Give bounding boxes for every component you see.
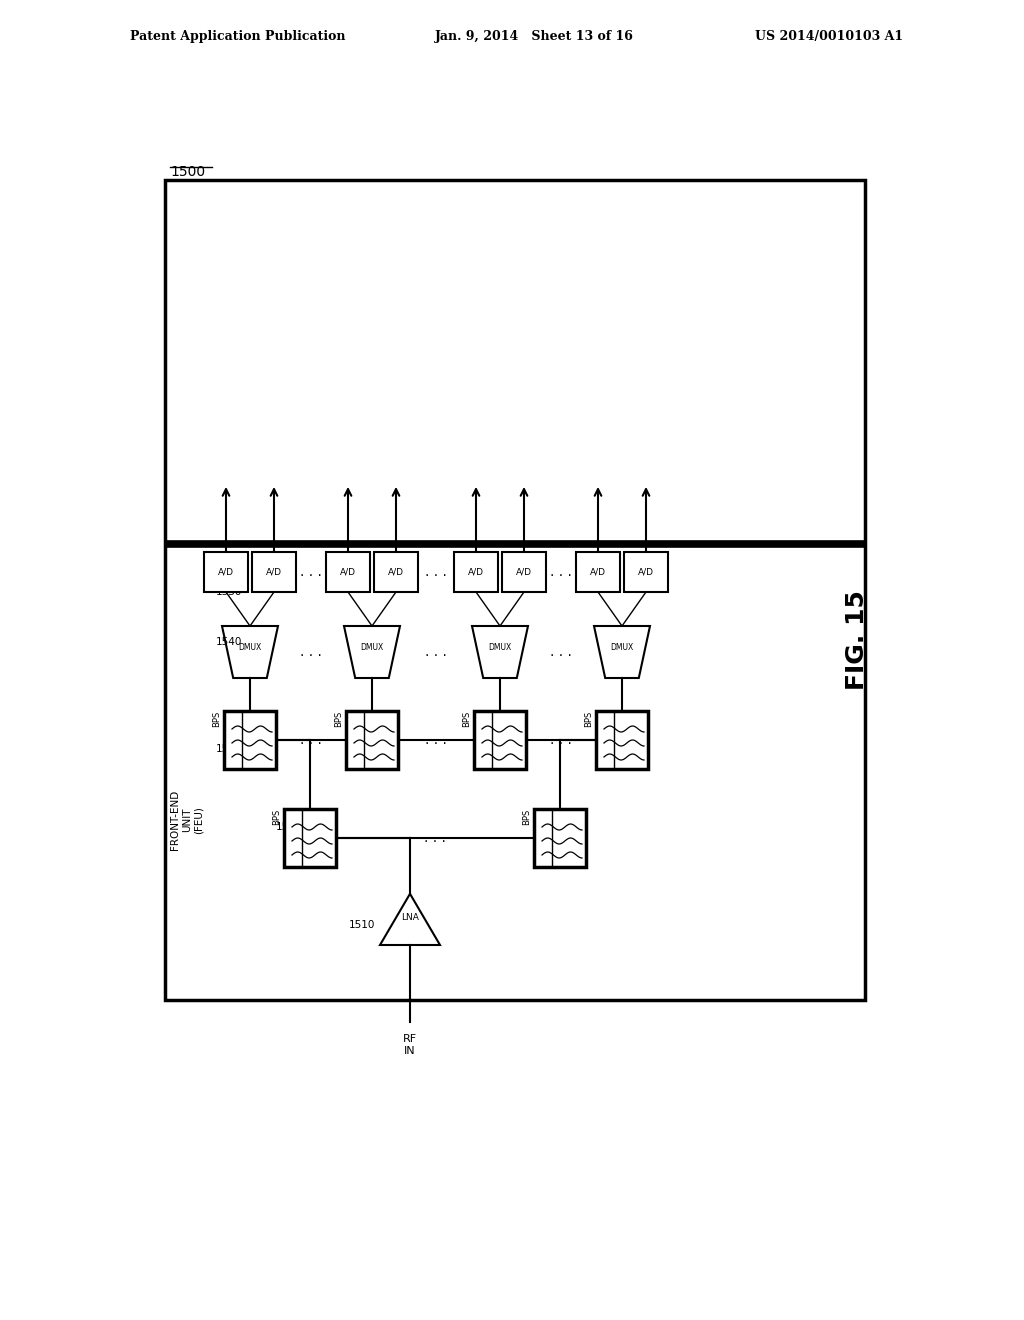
Bar <box>502 552 546 591</box>
Text: A/D: A/D <box>218 568 234 577</box>
Bar <box>326 552 370 591</box>
Text: . . .: . . . <box>550 733 572 747</box>
Text: DMUX: DMUX <box>610 643 634 652</box>
Text: BPS: BPS <box>584 711 593 727</box>
Bar <box>374 552 418 591</box>
Bar <box>474 711 526 770</box>
Text: . . .: . . . <box>300 565 322 579</box>
Text: FIG. 15: FIG. 15 <box>845 590 869 690</box>
Text: A/D: A/D <box>638 568 654 577</box>
Text: DMUX: DMUX <box>360 643 384 652</box>
Bar <box>596 711 648 770</box>
Text: . . .: . . . <box>425 565 446 579</box>
Text: A/D: A/D <box>388 568 404 577</box>
Text: . . .: . . . <box>300 733 322 747</box>
Text: A/D: A/D <box>590 568 606 577</box>
Text: RF
IN: RF IN <box>402 1034 417 1056</box>
Bar <box>534 809 586 867</box>
Bar <box>224 711 276 770</box>
Text: . . .: . . . <box>425 733 446 747</box>
Text: A/D: A/D <box>516 568 532 577</box>
Text: A/D: A/D <box>340 568 356 577</box>
Text: BPS: BPS <box>462 711 471 727</box>
Text: . . .: . . . <box>424 832 445 845</box>
Bar <box>165 180 865 1001</box>
Text: Jan. 9, 2014   Sheet 13 of 16: Jan. 9, 2014 Sheet 13 of 16 <box>435 30 634 44</box>
Text: DMUX: DMUX <box>239 643 261 652</box>
Bar <box>624 552 668 591</box>
Text: BPS: BPS <box>272 809 281 825</box>
Text: A/D: A/D <box>266 568 282 577</box>
Bar <box>204 552 248 591</box>
Bar <box>454 552 498 591</box>
Text: 1510: 1510 <box>348 920 375 931</box>
Text: BPS: BPS <box>212 711 221 727</box>
Text: US 2014/0010103 A1: US 2014/0010103 A1 <box>755 30 903 44</box>
Text: Patent Application Publication: Patent Application Publication <box>130 30 345 44</box>
Text: DMUX: DMUX <box>488 643 512 652</box>
Text: . . .: . . . <box>550 565 572 579</box>
Text: A/D: A/D <box>468 568 484 577</box>
Text: 1540: 1540 <box>216 638 242 647</box>
Text: FRONT-END
UNIT
(FEU): FRONT-END UNIT (FEU) <box>170 789 204 850</box>
Bar <box>575 552 620 591</box>
Bar <box>284 809 336 867</box>
Text: 1530: 1530 <box>216 744 242 754</box>
Text: . . .: . . . <box>425 645 446 659</box>
Bar <box>252 552 296 591</box>
Text: 1500: 1500 <box>170 165 205 180</box>
Text: 1520: 1520 <box>275 822 302 832</box>
Bar <box>346 711 398 770</box>
Text: . . .: . . . <box>300 645 322 659</box>
Text: BPS: BPS <box>334 711 343 727</box>
Text: . . .: . . . <box>550 645 572 659</box>
Text: LNA: LNA <box>401 912 419 921</box>
Text: BPS: BPS <box>522 809 531 825</box>
Text: 1550: 1550 <box>216 587 242 597</box>
